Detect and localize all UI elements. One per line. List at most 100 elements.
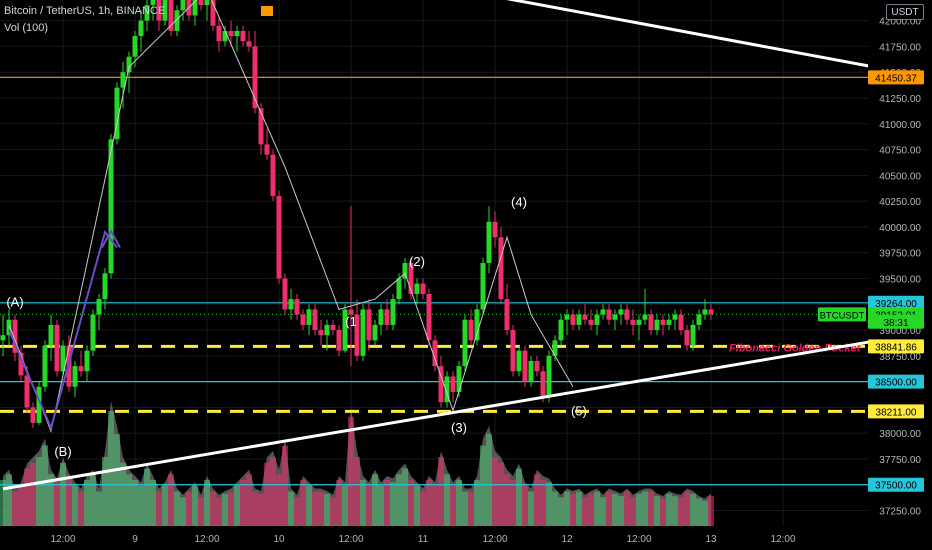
volume-bar (240, 480, 246, 526)
volume-bar (408, 480, 414, 526)
price-label-text: 38:31 (883, 318, 908, 329)
volume-bar (708, 496, 714, 526)
volume-bar (120, 462, 126, 526)
time-tick-label: 12:00 (194, 534, 219, 545)
volume-bar (36, 457, 42, 526)
candle-body (168, 0, 174, 31)
candle-body (360, 309, 366, 356)
volume-bar (54, 482, 60, 526)
volume-bar (606, 491, 612, 526)
fib-label: Fibonacci Golden Pocket (729, 343, 862, 355)
candle-body (672, 314, 678, 320)
volume-bar (108, 411, 114, 526)
purple-wave-line (8, 229, 118, 432)
price-label-text: 38841.86 (875, 342, 917, 353)
candle-body (162, 0, 168, 21)
chart-title: Bitcoin / TetherUS, 1h, BINANCE (4, 5, 166, 17)
price-tick-label: 41000.00 (879, 120, 921, 131)
price-label-text: 37500.00 (875, 481, 917, 492)
candle-body (12, 319, 18, 353)
price-tick-label: 40750.00 (879, 146, 921, 157)
wave-label: (5) (571, 404, 587, 419)
volume-bar (666, 493, 672, 526)
volume-bar (330, 497, 336, 526)
candle-body (342, 309, 348, 351)
price-label-box[interactable] (868, 477, 924, 492)
candle-body (486, 221, 492, 263)
price-tick-label: 39000.00 (879, 326, 921, 337)
volume-indicator-label[interactable]: Vol (100) (4, 22, 49, 34)
candle-body (432, 340, 438, 367)
time-tick-label: 12:00 (338, 534, 363, 545)
volume-bar (258, 493, 264, 526)
volume-bar (486, 434, 492, 526)
candle-body (438, 366, 444, 403)
candle-body (18, 352, 24, 376)
candle-body (582, 314, 588, 320)
time-axis[interactable]: 12:00 9 12:00 10 12:00 11 12:00 12 12:00 13 12:00 (0, 526, 932, 550)
price-label-box[interactable] (868, 374, 924, 389)
candle-body (396, 278, 402, 300)
volume-bar (636, 493, 642, 526)
candle-body (288, 299, 294, 310)
candle-body (546, 355, 552, 398)
volume-bar (12, 491, 18, 526)
price-label-box[interactable] (868, 339, 924, 354)
price-tick-label: 40500.00 (879, 171, 921, 182)
volume-bar (354, 457, 360, 526)
volume-bar (552, 491, 558, 526)
candle-body (588, 319, 594, 325)
volume-bar (642, 491, 648, 526)
trendline[interactable] (2, 336, 892, 491)
trendlines[interactable] (2, 0, 892, 491)
candle-body (618, 309, 624, 315)
candle-body (246, 41, 252, 47)
volume-bar (450, 485, 456, 526)
price-label-box[interactable] (868, 404, 924, 419)
volume-bar (276, 474, 282, 526)
currency-badge[interactable]: USDT (886, 4, 924, 20)
volume-bar (630, 497, 636, 526)
candle-body (492, 221, 498, 238)
volume-bar (360, 480, 366, 526)
price-label-box[interactable] (868, 70, 924, 85)
wave-label: (4) (511, 194, 527, 209)
candle-body (282, 278, 288, 310)
volume-bar (96, 491, 102, 526)
candle-body (516, 350, 522, 372)
price-axis-bg (868, 0, 932, 550)
candle-body (54, 324, 60, 372)
volume-bar (270, 457, 276, 526)
candle-body (408, 263, 414, 294)
trendline[interactable] (459, 0, 892, 72)
price-label-box[interactable] (868, 314, 924, 329)
volume-bar (414, 485, 420, 526)
price-tick-label: 40000.00 (879, 223, 921, 234)
candle-body (42, 345, 48, 387)
volume-bar (204, 480, 210, 526)
candle-body (294, 299, 300, 315)
ticker-label-box[interactable] (818, 307, 866, 322)
volume-bar (366, 485, 372, 526)
volume-bar (72, 485, 78, 526)
candle-body (534, 360, 540, 372)
volume-bar (180, 497, 186, 526)
candle-body (84, 350, 90, 372)
candle-body (696, 314, 702, 325)
volume-bar (102, 457, 108, 526)
volume-bar (690, 493, 696, 526)
volume-bar (312, 491, 318, 526)
volume-bar (594, 491, 600, 526)
volume-bar (498, 462, 504, 526)
candle-body (354, 314, 360, 356)
price-label-text: 38500.00 (875, 378, 917, 389)
candles (0, 0, 714, 429)
volume-bar (588, 493, 594, 526)
candle-body (690, 324, 696, 346)
price-label-box[interactable] (868, 295, 924, 310)
price-axis[interactable]: 42000.0041750.0041500.0041250.0041000.00… (818, 0, 932, 550)
volume-bar (60, 462, 66, 526)
candle-body (192, 0, 198, 16)
